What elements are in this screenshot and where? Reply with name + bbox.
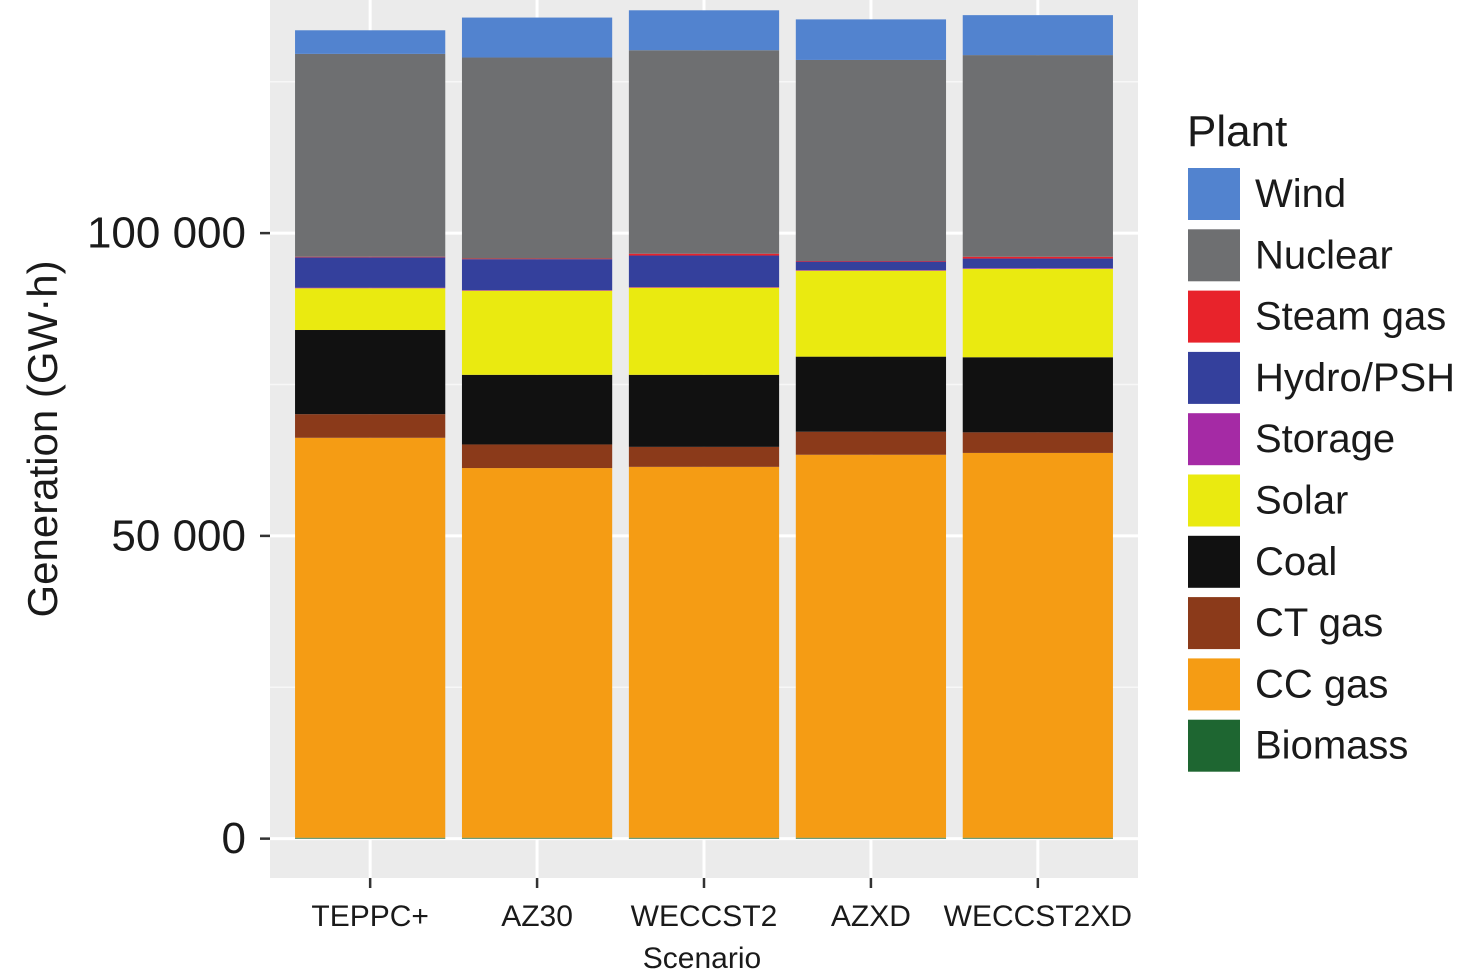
legend-key [1186,717,1242,774]
bar-segment [962,837,1113,839]
bar-segment [461,57,613,259]
legend-key [1186,411,1242,468]
bar-segment [795,837,947,839]
legend-label: Biomass [1255,724,1408,768]
legend-label: Coal [1255,540,1337,584]
bar-stack [962,15,1113,839]
x-tick-label: TEPPC+ [311,900,429,933]
x-axis: TEPPC+ AZ30 WECCST2 AZXD WECCST2XD [311,878,1132,933]
bar-stack [795,19,947,839]
y-tick-label: 0 [222,814,246,863]
y-tick-label: 100 000 [87,209,246,258]
bar-segment [461,17,613,58]
bar-segment [295,288,446,331]
bar-segment [628,50,780,254]
bar-segment [295,837,446,839]
bar-segment [628,837,780,839]
bar-segment [962,15,1113,56]
legend-key [1186,349,1242,406]
legend-label: Storage [1255,417,1395,461]
bars [295,10,1113,839]
y-axis-title: Generation (GW·h) [19,260,66,617]
bar-segment [795,270,947,357]
bar-stack [461,17,613,839]
bar-segment [461,444,613,469]
bar-segment [795,19,947,60]
bar-segment [461,258,613,260]
bar-segment [628,374,780,447]
bar-segment [461,290,613,291]
bar-segment [461,468,613,838]
bar-segment [295,30,446,54]
legend-label: CT gas [1255,601,1383,645]
bar-segment [962,268,1113,269]
y-tick-label: 50 000 [111,511,246,560]
bar-segment [962,256,1113,259]
bar-segment [962,268,1113,358]
bar-segment [795,261,947,271]
bar-segment [628,287,780,375]
x-tick-label: WECCST2 [631,900,778,933]
bar-segment [295,257,446,288]
x-tick-label: AZ30 [501,900,573,933]
legend-key [1186,166,1242,222]
legend-key [1186,656,1242,713]
bar-segment [295,287,446,289]
bar-stack [295,30,446,839]
bar-segment [962,357,1113,433]
bar-segment [962,55,1113,257]
bar-segment [795,260,947,262]
legend-key [1186,227,1242,284]
bar-segment [461,290,613,375]
bar-segment [795,431,947,455]
legend-label: Nuclear [1255,233,1393,277]
legend-title: Plant [1187,107,1287,156]
bar-segment [795,454,947,838]
bar-stack [628,10,780,839]
bar-segment [962,432,1113,453]
bar-segment [295,437,446,838]
legend: Plant Wind Nuclear Steam gas Hydro/PSH Stora… [1186,107,1455,774]
bar-segment [795,356,947,432]
legend-key [1186,595,1242,652]
legend-key [1186,533,1242,590]
bar-segment [461,259,613,291]
bar-segment [628,287,780,288]
legend-label: Hydro/PSH [1255,356,1455,400]
bar-segment [295,256,446,258]
bar-segment [295,414,446,438]
bar-segment [295,330,446,415]
bar-segment [628,466,780,838]
x-axis-title: Scenario [643,942,761,975]
bar-segment [628,446,780,467]
legend-key [1186,472,1242,529]
legend-label: Wind [1255,172,1346,216]
bar-segment [962,258,1113,269]
bar-segment [795,59,947,261]
legend-key [1186,288,1242,345]
bar-segment [295,53,446,257]
x-tick-label: WECCST2XD [944,900,1132,933]
bar-segment [628,253,780,256]
y-axis: 0 50 000 100 000 [87,209,270,863]
x-tick-label: AZXD [831,900,911,933]
legend-label: CC gas [1255,662,1388,706]
bar-segment [795,270,947,271]
bar-segment [461,837,613,839]
legend-label: Solar [1255,479,1348,523]
bar-segment [461,374,613,445]
legend-label: Steam gas [1255,295,1446,339]
bar-segment [628,255,780,288]
bar-segment [628,10,780,51]
bar-segment [962,452,1113,838]
